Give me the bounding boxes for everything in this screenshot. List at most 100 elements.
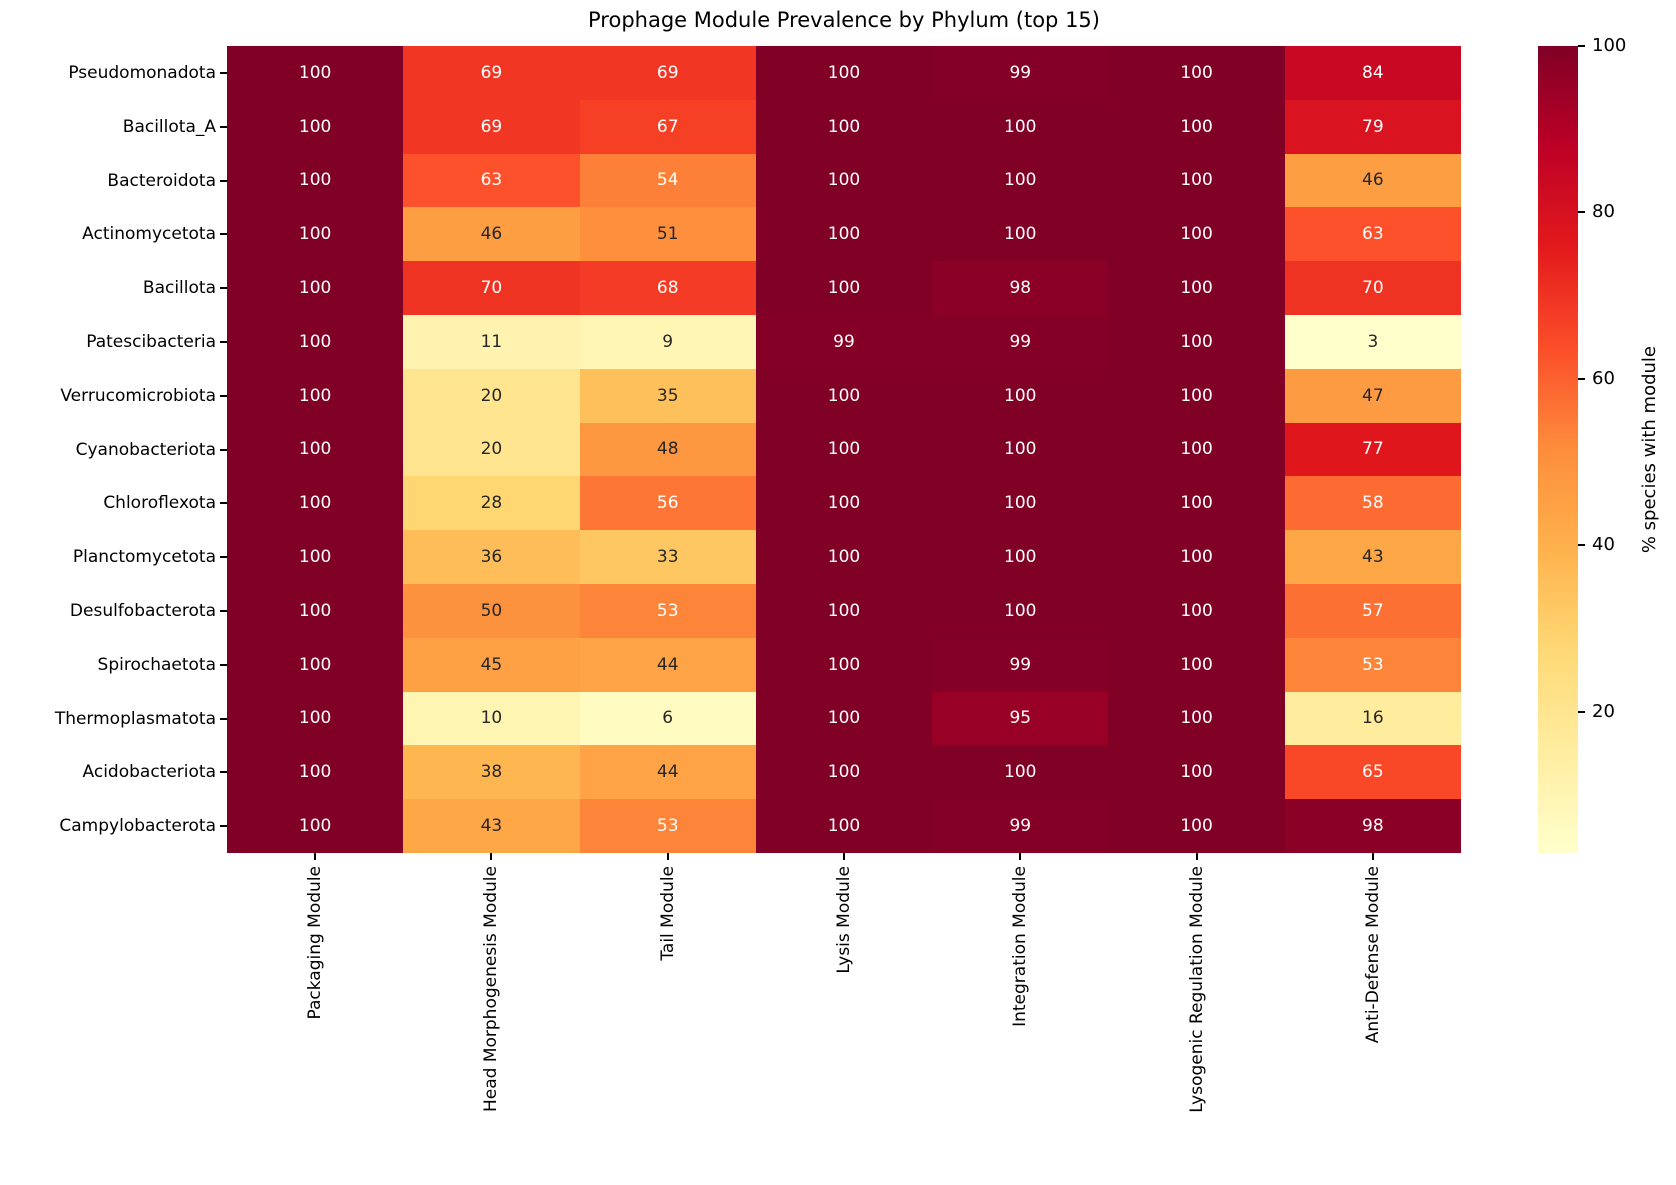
- heatmap-cell: 69: [403, 46, 580, 100]
- heatmap-cell: 33: [579, 530, 756, 584]
- chart-title: Prophage Module Prevalence by Phylum (to…: [588, 8, 1100, 32]
- heatmap-cell: 11: [403, 314, 580, 369]
- heatmap-cell: 50: [403, 583, 580, 638]
- heatmap-cell: 100: [755, 637, 933, 692]
- heatmap-cell: 100: [1108, 261, 1285, 315]
- x-tick-mark: [1371, 853, 1374, 860]
- heatmap-cell: 46: [1284, 153, 1461, 208]
- heatmap-cell: 69: [579, 46, 756, 100]
- x-tick-mark: [1019, 853, 1022, 860]
- heatmap-cell: 70: [403, 261, 580, 315]
- y-tick-label: Bacillota_A: [122, 116, 216, 137]
- colorbar-label: % species with module: [1639, 345, 1660, 554]
- x-tick-label: Lysis Module: [834, 866, 854, 974]
- heatmap-cell: 100: [1108, 530, 1285, 584]
- heatmap-cell: 6: [579, 691, 756, 746]
- heatmap-cell: 100: [755, 530, 933, 584]
- heatmap-cell: 53: [579, 799, 756, 853]
- heatmap-cell: 100: [227, 530, 404, 584]
- heatmap-cell: 100: [755, 46, 933, 100]
- y-tick-label: Thermoplasmatota: [54, 708, 216, 729]
- heatmap-cell: 100: [227, 476, 404, 531]
- y-tick-mark: [220, 179, 227, 182]
- y-tick-label: Bacillota: [142, 278, 216, 299]
- colorbar-tick-label: 40: [1592, 534, 1615, 556]
- heatmap-cell: 100: [227, 261, 404, 315]
- heatmap-cell: 69: [403, 99, 580, 154]
- heatmap-cell: 63: [403, 153, 580, 208]
- heatmap-cell: 100: [1108, 476, 1285, 531]
- heatmap-cell: 28: [403, 476, 580, 531]
- heatmap-cell: 63: [1284, 207, 1461, 262]
- heatmap-cell: 48: [579, 422, 756, 477]
- colorbar-tick-mark: [1578, 710, 1585, 713]
- y-tick-mark: [220, 556, 227, 559]
- heatmap-cell: 79: [1284, 99, 1461, 154]
- heatmap-cell: 100: [1108, 99, 1285, 154]
- y-tick-mark: [220, 502, 227, 505]
- colorbar-tick-label: 20: [1592, 700, 1615, 722]
- heatmap-cell: 99: [755, 314, 933, 369]
- heatmap-cell: 100: [1108, 207, 1285, 262]
- y-tick-mark: [220, 233, 227, 236]
- x-tick-mark: [666, 853, 669, 860]
- heatmap-cell: 16: [1284, 691, 1461, 746]
- heatmap-cell: 9: [579, 314, 756, 369]
- heatmap-cell: 57: [1284, 583, 1461, 638]
- y-tick-mark: [220, 717, 227, 720]
- heatmap-cell: 100: [932, 422, 1109, 477]
- colorbar-tick-mark: [1578, 45, 1585, 47]
- heatmap-cell: 38: [403, 745, 580, 800]
- x-tick-label: Head Morphogenesis Module: [481, 866, 502, 1113]
- heatmap-cell: 68: [579, 261, 756, 315]
- y-tick-mark: [220, 340, 227, 343]
- heatmap-cell: 100: [227, 153, 404, 208]
- heatmap-cell: 99: [932, 314, 1109, 369]
- colorbar-tick-mark: [1578, 211, 1585, 214]
- y-tick-mark: [220, 771, 227, 774]
- x-tick-label: Integration Module: [1010, 866, 1031, 1027]
- heatmap-cell: 84: [1284, 46, 1461, 100]
- heatmap-cell: 100: [1108, 368, 1285, 423]
- heatmap-cell: 99: [932, 637, 1109, 692]
- colorbar-tick-label: 100: [1592, 35, 1627, 56]
- y-tick-label: Patescibacteria: [86, 331, 216, 352]
- heatmap-cell: 100: [227, 207, 404, 262]
- y-tick-label: Bacteroidota: [107, 170, 216, 191]
- y-tick-mark: [220, 71, 227, 74]
- heatmap-cell: 100: [932, 153, 1109, 208]
- heatmap-cell: 43: [403, 799, 580, 853]
- y-tick-label: Acidobacteriota: [82, 762, 216, 783]
- heatmap-cell: 100: [755, 99, 933, 154]
- heatmap-cell: 100: [1108, 799, 1285, 853]
- heatmap-cell: 100: [227, 799, 404, 853]
- heatmap-cell: 36: [403, 530, 580, 584]
- heatmap-cell: 100: [1108, 422, 1285, 477]
- heatmap-cell: 100: [1108, 637, 1285, 692]
- heatmap-cell: 100: [932, 476, 1109, 531]
- colorbar-tick-label: 60: [1592, 367, 1615, 389]
- heatmap-cell: 77: [1284, 422, 1461, 477]
- heatmap-cell: 100: [1108, 583, 1285, 638]
- heatmap-cell: 100: [932, 99, 1109, 154]
- heatmap-cell: 100: [932, 207, 1109, 262]
- heatmap-cell: 10: [403, 691, 580, 746]
- heatmap-cell: 95: [932, 691, 1109, 746]
- heatmap-cell: 100: [755, 476, 933, 531]
- heatmap-cell: 67: [579, 99, 756, 154]
- heatmap-cell: 100: [755, 261, 933, 315]
- y-tick-mark: [220, 125, 227, 128]
- y-tick-label: Verrucomicrobiota: [60, 385, 216, 406]
- heatmap-cell: 3: [1284, 314, 1461, 369]
- x-tick-label: Tail Module: [657, 866, 678, 961]
- y-tick-label: Desulfobacterota: [69, 600, 216, 621]
- heatmap-cell: 100: [227, 745, 404, 800]
- heatmap-cell: 53: [1284, 637, 1461, 692]
- heatmap-cell: 44: [579, 637, 756, 692]
- heatmap-cell: 43: [1284, 530, 1461, 584]
- heatmap-cell: 100: [227, 314, 404, 369]
- y-tick-mark: [220, 663, 227, 666]
- heatmap-grid: 100 69 69 100 99 100 84 100 69 67 100 100 100 79 100 63…: [227, 46, 1461, 853]
- y-tick-mark: [220, 825, 227, 828]
- x-tick-label: Lysogenic Regulation Module: [1186, 866, 1207, 1113]
